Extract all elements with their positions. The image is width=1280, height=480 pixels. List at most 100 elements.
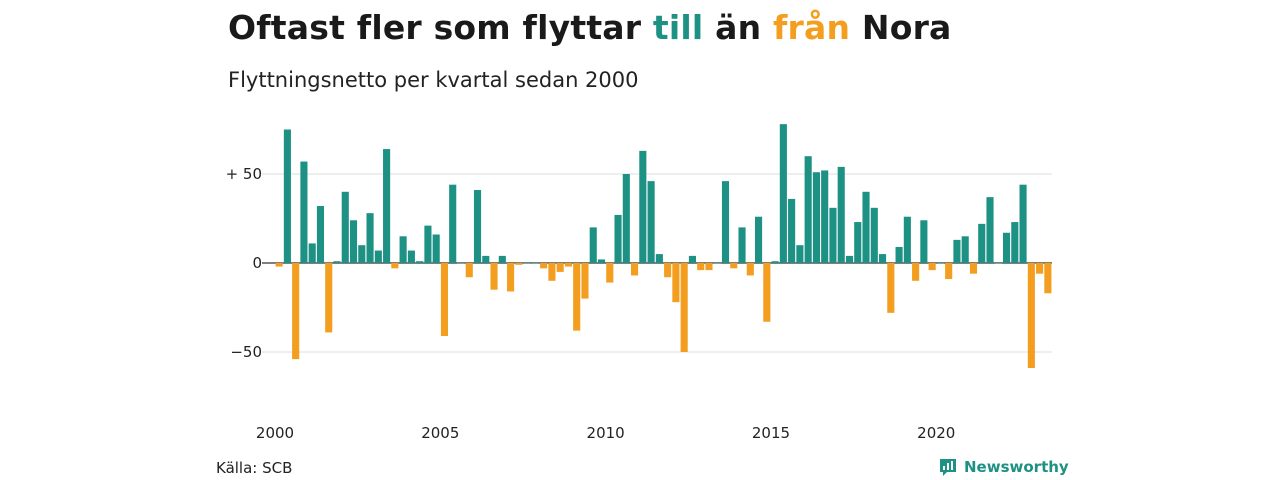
bar [870, 207, 878, 263]
bar [920, 220, 928, 263]
bar [895, 246, 903, 263]
source-note: Källa: SCB [216, 459, 293, 477]
bar [969, 263, 978, 274]
bar [837, 166, 845, 263]
bar [796, 245, 804, 263]
bar [771, 261, 779, 263]
bar [407, 250, 415, 263]
x-tick-label: 2000 [256, 424, 294, 442]
bar [705, 263, 713, 271]
bar [639, 150, 647, 263]
bar [440, 263, 449, 336]
y-tick-label: 0 [252, 254, 262, 272]
bar [821, 170, 829, 263]
title-highlight-from: från [772, 8, 851, 47]
bar [1036, 263, 1044, 274]
bar [540, 263, 548, 269]
bar [515, 263, 523, 265]
bar [953, 239, 961, 263]
bar [804, 156, 812, 263]
bar [763, 263, 771, 322]
chart-subtitle: Flyttningsnetto per kvartal sedan 2000 [228, 68, 639, 92]
y-tick-label: + 50 [226, 165, 262, 183]
bar [581, 263, 589, 299]
bar [746, 263, 754, 276]
bar [961, 236, 969, 263]
bar [531, 263, 539, 264]
axis-labels: + 50 0 −50 2000 2005 2010 2015 2020 [226, 165, 956, 442]
bar [275, 263, 283, 267]
bar [383, 149, 391, 263]
bar [399, 236, 407, 263]
bar [614, 214, 622, 263]
bar [854, 222, 862, 263]
title-part-1: Oftast fler som flyttar [228, 8, 653, 47]
bar [936, 263, 944, 264]
title-part-2: än [703, 8, 773, 47]
bar [912, 263, 920, 281]
bar [779, 124, 787, 263]
bar [564, 263, 572, 267]
bar [366, 213, 374, 263]
bar [358, 245, 366, 263]
title-part-3: Nora [850, 8, 952, 47]
bar [507, 263, 515, 292]
bar [1002, 232, 1011, 263]
bar [349, 220, 358, 263]
bar [573, 263, 581, 331]
bar [878, 254, 887, 263]
bar [589, 227, 597, 263]
bar [341, 191, 349, 263]
bar [283, 129, 291, 263]
x-tick-label: 2005 [421, 424, 459, 442]
bar [1011, 222, 1019, 263]
bar [498, 255, 506, 263]
bar [812, 172, 820, 263]
bar [300, 161, 308, 263]
bar [713, 263, 721, 264]
newsworthy-logo-icon [940, 459, 956, 476]
chart-title: Oftast fler som flyttar till än från Nor… [228, 8, 952, 47]
bar [845, 255, 854, 263]
bar [391, 263, 399, 269]
bar [647, 181, 655, 263]
bar [556, 263, 564, 272]
bar [721, 181, 730, 263]
bar [738, 227, 746, 263]
bar [1044, 263, 1052, 294]
bar [928, 263, 936, 271]
bar [424, 225, 432, 263]
bar [788, 198, 796, 263]
bars [275, 124, 1052, 369]
bar [697, 263, 705, 271]
bar [631, 263, 639, 276]
bar [688, 255, 696, 263]
bar [308, 243, 316, 263]
bar [945, 263, 953, 280]
bar [664, 263, 672, 278]
bar [548, 263, 556, 281]
bar [490, 263, 498, 290]
bar [887, 263, 895, 313]
x-tick-label: 2020 [917, 424, 955, 442]
bar [333, 261, 341, 263]
bar [416, 261, 424, 263]
bar [622, 174, 630, 263]
bar [606, 263, 614, 283]
bar [523, 263, 531, 264]
bar [680, 263, 688, 352]
bar [482, 255, 490, 263]
bar [1019, 184, 1027, 263]
bar [986, 197, 994, 263]
bar [1027, 263, 1035, 369]
bar [994, 263, 1002, 264]
bar [325, 263, 333, 333]
brand-logo[interactable]: Newsworthy [938, 457, 1069, 477]
bar [829, 207, 837, 263]
bar [432, 234, 440, 263]
bar [597, 259, 606, 263]
x-tick-label: 2010 [587, 424, 625, 442]
brand-name: Newsworthy [964, 458, 1069, 476]
bar [672, 263, 680, 303]
